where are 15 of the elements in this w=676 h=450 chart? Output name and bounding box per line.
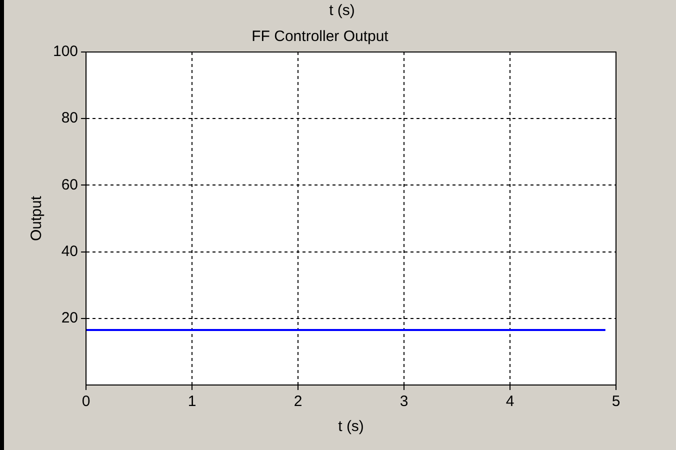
y-axis-title: Output: [28, 195, 46, 242]
text: t (s): [328, 2, 356, 19]
y-tick-label: 60: [61, 176, 78, 194]
chart-title: FF Controller Output: [252, 28, 390, 46]
x-tick-label: 4: [506, 393, 514, 410]
x-tick-label: 2: [294, 393, 302, 410]
x-tick-label: 1: [188, 393, 196, 410]
y-tick-label: 40: [61, 242, 78, 260]
y-tick-label: 20: [61, 310, 78, 327]
y-tick-label: 100: [52, 43, 78, 60]
x-axis-title: t (s): [338, 418, 364, 436]
x-tick-label: 3: [400, 393, 408, 410]
x-tick-label: 0: [82, 393, 90, 410]
x-tick-label: 5: [612, 393, 620, 410]
y-tick-label: 80: [61, 110, 78, 127]
